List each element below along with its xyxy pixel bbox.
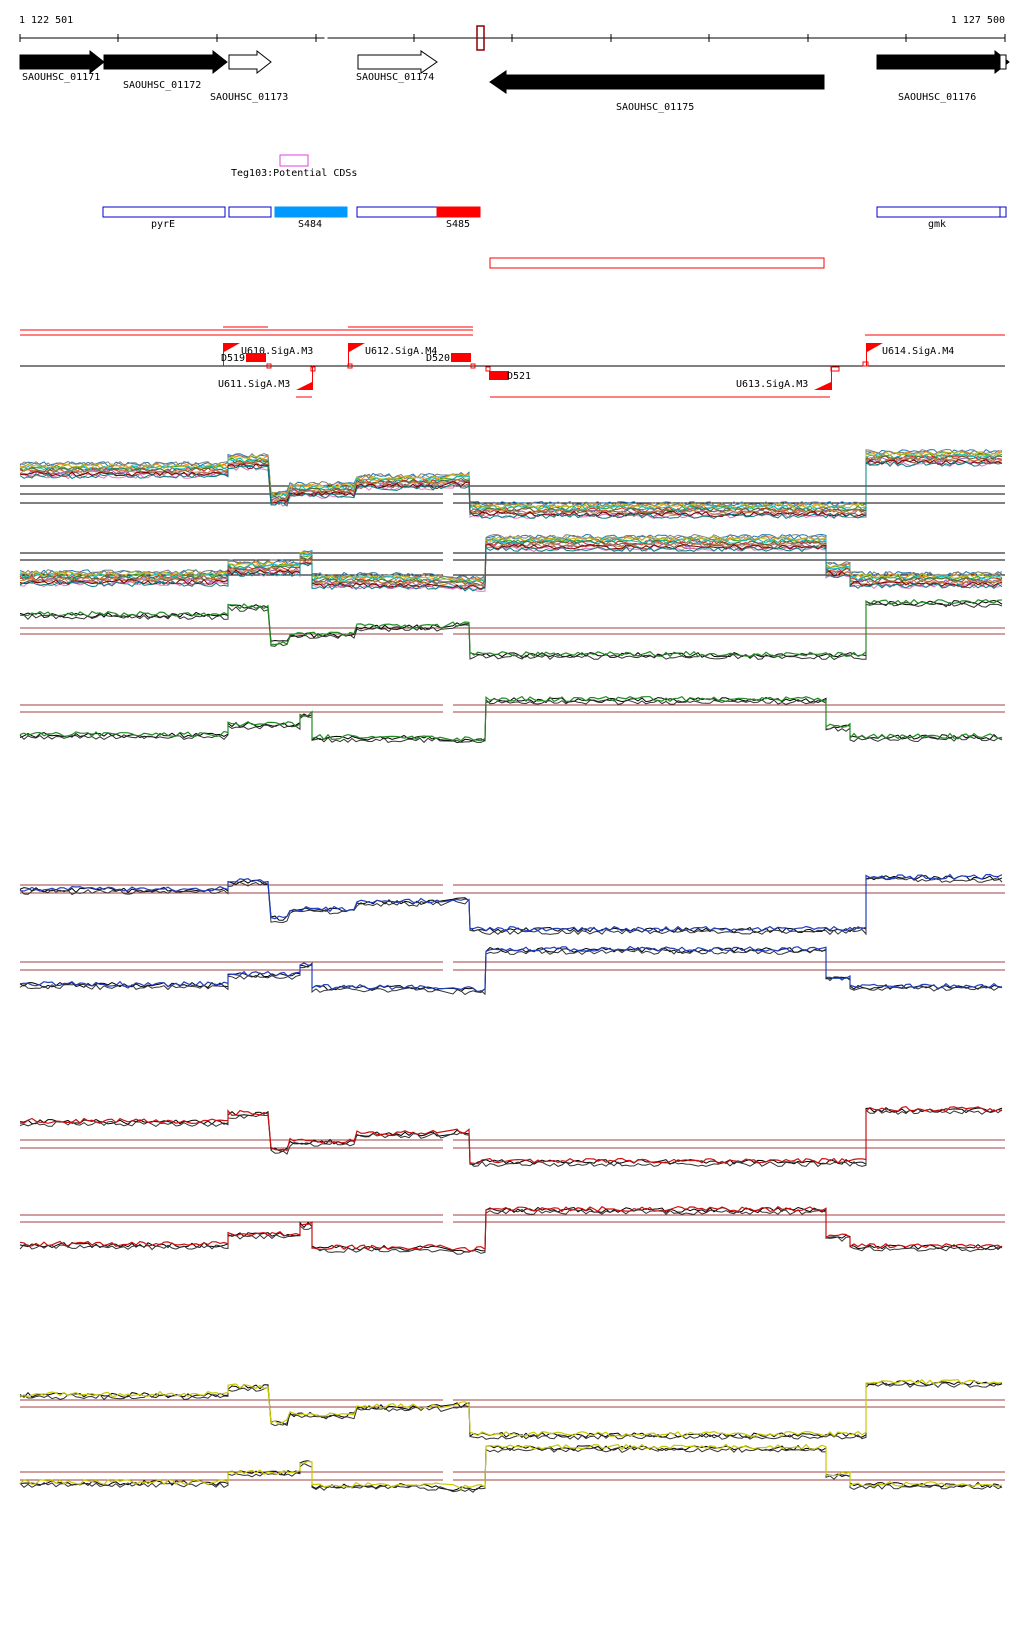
feature-label-gmk: gmk bbox=[928, 219, 946, 230]
teg103-label: Teg103:Potential CDSs bbox=[231, 168, 357, 179]
transcript-region[interactable] bbox=[489, 257, 825, 269]
gene-label-01171: SAOUHSC_01171 bbox=[22, 72, 100, 83]
panel-blue bbox=[19, 873, 1005, 996]
ruler-start-label: 1 122 501 bbox=[19, 15, 73, 26]
promoter-label-u610: U610.SigA.M3 bbox=[241, 346, 313, 357]
transcription-unit-track: U610.SigA.M3 U612.SigA.M4 U614.SigA.M4 U… bbox=[20, 326, 1005, 398]
promoter-u613[interactable]: U613.SigA.M3 bbox=[736, 366, 832, 390]
feature-unnamed-1[interactable] bbox=[228, 206, 272, 218]
gene-arrow-01176[interactable]: SAOUHSC_01176 bbox=[876, 49, 1010, 103]
feature-s485[interactable] bbox=[436, 206, 481, 218]
feature-unnamed-2[interactable] bbox=[356, 206, 438, 218]
view-position-marker[interactable] bbox=[476, 25, 485, 51]
gene-label-01172: SAOUHSC_01172 bbox=[123, 80, 201, 91]
expression-panels bbox=[19, 448, 1005, 1493]
terminator-d521[interactable]: D521 bbox=[489, 371, 531, 382]
promoter-label-u611: U611.SigA.M3 bbox=[218, 379, 290, 390]
feature-track: pyrE S484 S485 gmk bbox=[102, 206, 1007, 230]
feature-gmk[interactable] bbox=[876, 206, 1001, 218]
gene-label-01174: SAOUHSC_01174 bbox=[356, 72, 434, 83]
panel-red bbox=[19, 1106, 1005, 1255]
teg103-potential-cds[interactable]: Teg103:Potential CDSs bbox=[231, 154, 357, 179]
gene-arrow-01174[interactable]: SAOUHSC_01174 bbox=[356, 50, 438, 83]
gene-label-01173: SAOUHSC_01173 bbox=[210, 92, 288, 103]
feature-pyre[interactable] bbox=[102, 206, 226, 218]
ruler-end-label: 1 127 500 bbox=[951, 15, 1005, 26]
promoter-u612[interactable]: U612.SigA.M4 bbox=[348, 343, 437, 366]
promoter-u611[interactable]: U611.SigA.M3 bbox=[218, 366, 313, 390]
panel-multicolor bbox=[19, 448, 1005, 592]
feature-s484[interactable] bbox=[274, 206, 348, 218]
promoter-label-u613: U613.SigA.M3 bbox=[736, 379, 808, 390]
promoter-u610[interactable]: U610.SigA.M3 bbox=[223, 343, 313, 366]
terminator-d520[interactable]: D520 bbox=[426, 353, 471, 364]
feature-label-s485: S485 bbox=[446, 219, 470, 230]
gene-label-01175: SAOUHSC_01175 bbox=[616, 102, 694, 113]
gene-arrow-01171[interactable]: SAOUHSC_01171 bbox=[19, 49, 105, 83]
terminator-label-d521: D521 bbox=[507, 371, 531, 382]
terminator-label-d520: D520 bbox=[426, 353, 450, 364]
feature-label-s484: S484 bbox=[298, 219, 322, 230]
promoter-u614[interactable]: U614.SigA.M4 bbox=[866, 343, 954, 366]
panel-green bbox=[19, 598, 1005, 744]
feature-label-pyre: pyrE bbox=[151, 219, 175, 230]
gene-label-01176: SAOUHSC_01176 bbox=[898, 92, 976, 103]
panel-yellow bbox=[19, 1378, 1005, 1493]
promoter-label-u612: U612.SigA.M4 bbox=[365, 346, 437, 357]
coordinate-ruler: 1 122 501 1 127 500 bbox=[19, 15, 1006, 51]
terminator-label-d519: D519 bbox=[221, 353, 245, 364]
gene-track: SAOUHSC_01171 SAOUHSC_01172 SAOUHSC_0117… bbox=[19, 49, 1010, 113]
gene-arrow-01173[interactable]: SAOUHSC_01173 bbox=[210, 49, 288, 103]
gene-arrow-01172[interactable]: SAOUHSC_01172 bbox=[103, 49, 228, 91]
terminator-d519[interactable]: D519 bbox=[221, 353, 266, 364]
promoter-label-u614: U614.SigA.M4 bbox=[882, 346, 954, 357]
gene-arrow-01175[interactable]: SAOUHSC_01175 bbox=[489, 70, 825, 113]
